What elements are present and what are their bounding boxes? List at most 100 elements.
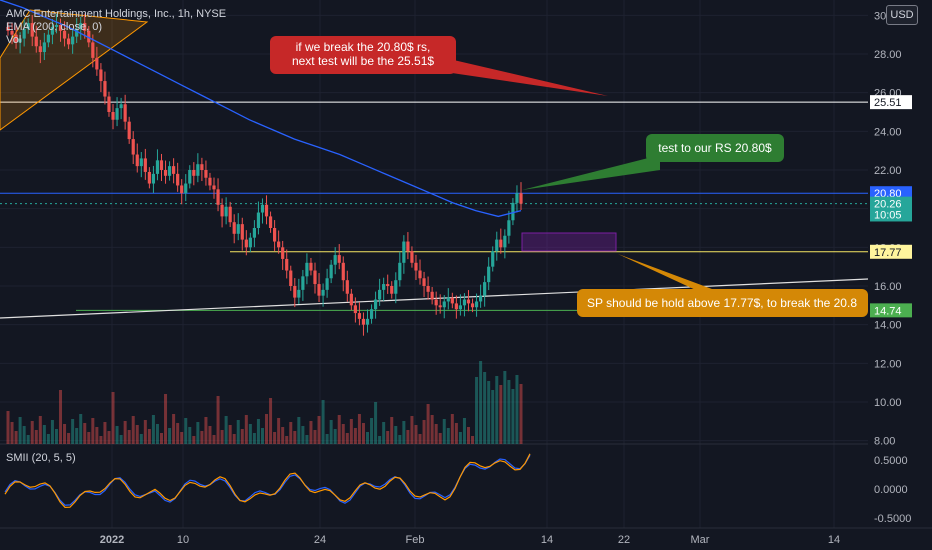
volume-bar [265, 414, 269, 444]
symbol-title: AMC Entertainment Holdings, Inc., 1h, NY… [6, 8, 227, 20]
volume-bar [168, 428, 172, 444]
volume-bar [418, 434, 422, 444]
smii-tick-label: 0.5000 [874, 455, 908, 467]
volume-bar [46, 434, 50, 444]
callout-pointer [522, 155, 660, 190]
volume-bar [200, 431, 204, 444]
candle-body [87, 30, 91, 43]
volume-bar [349, 419, 353, 444]
volume-bar [333, 429, 337, 444]
candle-body [325, 278, 329, 290]
volume-bar [6, 411, 10, 444]
candle-body [115, 108, 119, 120]
candle-body [378, 289, 382, 300]
volume-bar [127, 430, 131, 444]
volume-bar [487, 381, 491, 444]
volume-bar [18, 417, 22, 444]
candle-body [466, 299, 471, 304]
candle-body [159, 160, 164, 171]
time-tick-label: 22 [618, 534, 630, 546]
callout-orange [577, 289, 868, 317]
callout-green-text: test to our RS 20.80$ [658, 141, 772, 155]
volume-bar [289, 422, 293, 444]
price-label-box [870, 244, 912, 259]
volume-bar [256, 419, 260, 444]
candle-body [220, 204, 224, 217]
volume-bar [394, 426, 398, 444]
candle-body [208, 177, 212, 186]
candle-body [119, 104, 123, 109]
candle-body [365, 318, 370, 325]
candle-body [14, 34, 18, 43]
candle-body [143, 158, 147, 172]
candle-body [390, 286, 394, 294]
volume-bar [462, 418, 466, 444]
smii-line [4, 454, 531, 506]
volume-bar [466, 427, 470, 444]
candle-body [402, 241, 406, 263]
volume-bar [426, 404, 430, 444]
candle-body [495, 239, 499, 252]
callout-red-text: next test will be the 25.51$ [292, 54, 434, 68]
candle-body [293, 286, 297, 298]
candle-body [172, 166, 176, 174]
volume-bar [232, 434, 236, 444]
volume-bar [34, 430, 38, 444]
candle-body [151, 173, 156, 184]
candle-body [519, 193, 523, 204]
volume-bars [6, 361, 523, 444]
volume-bar [507, 380, 511, 444]
volume-bar [483, 372, 487, 444]
volume-bar [285, 436, 289, 444]
volume-bar [446, 428, 450, 444]
price-axis[interactable]: 3028.0026.0024.0022.0020.0018.0016.0014.… [868, 0, 932, 528]
volume-bar [402, 421, 406, 444]
candle-body [341, 262, 345, 281]
volume-bar [398, 435, 402, 444]
candle-body [18, 38, 22, 43]
candle-body [337, 255, 341, 263]
candle-body [46, 34, 50, 43]
callout-red [270, 36, 456, 74]
time-tick-label: 10 [177, 534, 189, 546]
price-tick-label: 28.00 [874, 49, 902, 61]
volume-bar [438, 433, 442, 444]
volume-bar [309, 421, 313, 444]
candle-body [62, 30, 67, 39]
price-tick-label: 16.00 [874, 281, 902, 293]
volume-bar [499, 385, 503, 444]
currency-button[interactable]: USD [886, 5, 918, 25]
volume-bar [378, 436, 382, 444]
volume-bar [273, 432, 277, 444]
annotation-callouts: if we break the 20.80$ rs,next test will… [270, 36, 868, 317]
price-label-text: 10:05 [874, 209, 902, 221]
volume-bar [131, 416, 135, 444]
candle-body [434, 299, 438, 306]
candle-body [107, 96, 111, 113]
volume-bar [503, 371, 507, 444]
volume-bar [382, 422, 386, 444]
volume-bar [475, 377, 479, 444]
candle-body [58, 25, 63, 31]
volume-bar [228, 425, 232, 444]
candle-body [301, 276, 305, 290]
volume-bar [188, 427, 192, 444]
volume-bar [192, 436, 196, 444]
candle-body [196, 164, 200, 176]
candle-body [418, 270, 422, 279]
volume-bar [248, 424, 252, 444]
price-label-text: 14.74 [874, 305, 902, 317]
volume-bar [361, 423, 365, 444]
candle-body [240, 224, 244, 240]
candle-body [277, 241, 281, 248]
volume-bar [325, 434, 329, 444]
time-axis[interactable]: 2022 10 24 Feb 14 22 Mar 14 [0, 527, 932, 550]
candle-body [462, 299, 467, 306]
candle-body [361, 318, 366, 325]
candle-body [91, 42, 95, 58]
volume-bar [119, 435, 123, 444]
smii-signal-line [4, 453, 531, 509]
price-tick-label: 24.00 [874, 126, 902, 138]
candle-body [83, 23, 87, 31]
